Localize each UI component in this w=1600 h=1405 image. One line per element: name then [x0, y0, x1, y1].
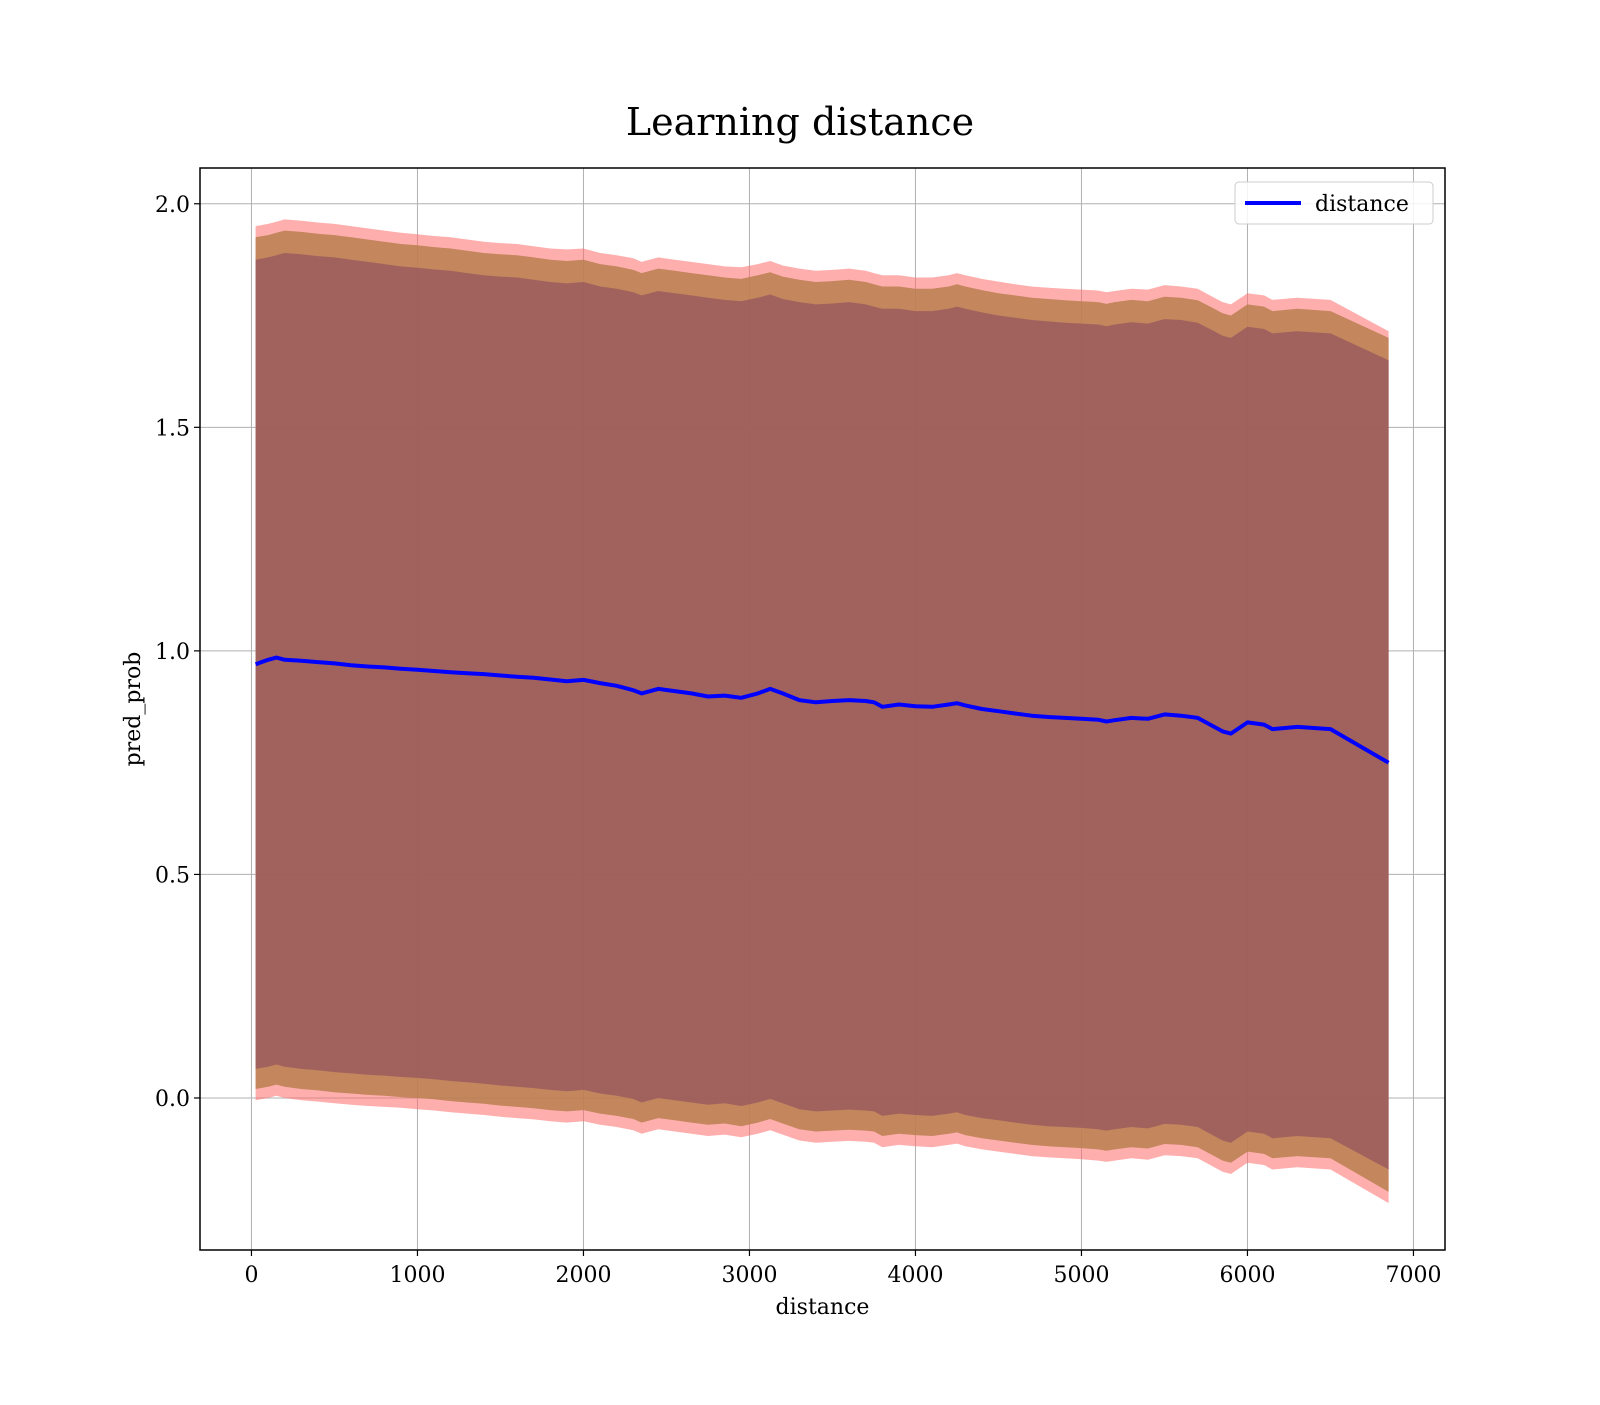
series-line-distance — [254, 655, 1390, 765]
x-tick-label-0: 0 — [244, 1263, 258, 1288]
y-tick-label-2: 1.0 — [155, 640, 190, 665]
x-tick-label-7: 7000 — [1385, 1263, 1441, 1288]
band-inner — [255, 253, 1389, 1170]
y-tick-label-1: 0.5 — [155, 863, 190, 888]
x-tick-label-6: 6000 — [1219, 1263, 1275, 1288]
x-axis-label: distance — [776, 1295, 870, 1320]
x-tick-label-3: 3000 — [721, 1263, 777, 1288]
x-tick-label-4: 4000 — [887, 1263, 943, 1288]
y-tick-label-4: 2.0 — [155, 193, 190, 218]
tick-layer: 0 1000 2000 3000 4000 5000 6000 7000 0.0 0.5 1.0 1.… — [155, 193, 1441, 1288]
chart-title: Learning distance — [625, 100, 975, 144]
y-tick-label-0: 0.0 — [155, 1087, 190, 1112]
y-axis-label: pred_prob — [121, 652, 146, 767]
legend: distance — [1234, 181, 1434, 225]
legend-box — [1234, 181, 1434, 225]
x-tick-label-2: 2000 — [555, 1263, 611, 1288]
y-tick-label-3: 1.5 — [155, 416, 190, 441]
plot-frame — [199, 167, 1446, 1251]
line-layer — [254, 655, 1390, 765]
x-tick-label-5: 5000 — [1053, 1263, 1109, 1288]
x-tick-label-1: 1000 — [389, 1263, 445, 1288]
band-layer — [255, 219, 1389, 1204]
legend-label-distance: distance — [1315, 192, 1409, 217]
